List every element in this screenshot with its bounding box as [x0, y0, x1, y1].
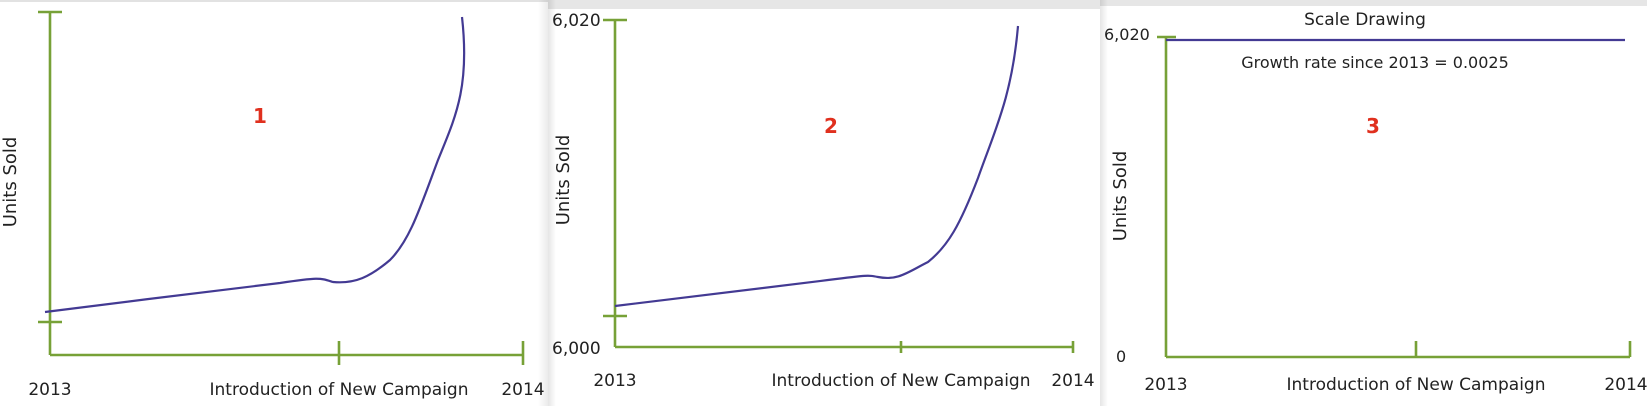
x-tick-label-middle: Introduction of New Campaign	[210, 380, 469, 400]
x-tick-label-end: 2014	[1604, 375, 1647, 395]
panel-top-border	[1100, 0, 1647, 6]
chart-number-marker: 2	[824, 114, 838, 138]
y-tick-label-bottom: 6,000	[552, 339, 601, 359]
x-tick-label-start: 2013	[1144, 375, 1187, 395]
line-series-units-sold	[44, 16, 466, 314]
panel-edge-shadow	[1100, 0, 1108, 406]
x-tick-label-start: 2013	[28, 380, 71, 400]
panel-edge-shadow	[548, 0, 556, 406]
panel-top-border	[0, 0, 548, 2]
y-tick-label-top: 6,020	[552, 11, 601, 31]
line-series-units-sold	[614, 25, 1020, 308]
chart-3-svg: Scale Drawing Growth rate since 2013 = 0…	[1104, 10, 1647, 395]
chart-number-marker: 3	[1366, 114, 1380, 138]
x-tick-label-end: 2014	[501, 380, 544, 400]
chart-panel-2: 2 Units Sold 6,020 6,000 2013 Introducti…	[548, 0, 1100, 406]
x-tick-label-middle: Introduction of New Campaign	[1287, 375, 1546, 395]
growth-rate-annotation: Growth rate since 2013 = 0.0025	[1241, 53, 1509, 72]
x-axis	[1166, 341, 1632, 359]
y-axis-label: Units Sold	[553, 135, 574, 226]
y-axis-label: Units Sold	[0, 137, 21, 228]
x-tick-label-middle: Introduction of New Campaign	[772, 371, 1031, 391]
chart-2-svg: 2 Units Sold 6,020 6,000 2013 Introducti…	[552, 11, 1095, 391]
chart-title: Scale Drawing	[1304, 10, 1426, 30]
y-axis	[603, 18, 627, 347]
x-axis	[50, 341, 525, 365]
x-tick-label-start: 2013	[593, 371, 636, 391]
chart-panel-3: Scale Drawing Growth rate since 2013 = 0…	[1100, 0, 1647, 406]
panel-edge-shadow	[538, 0, 548, 406]
panel-top-border	[548, 0, 1100, 9]
y-axis	[1157, 35, 1176, 357]
chart-panel-1: 1 Units Sold 2013 Introduction of New Ca…	[0, 0, 548, 406]
x-axis	[615, 341, 1075, 353]
x-tick-label-end: 2014	[1051, 371, 1094, 391]
y-axis	[38, 10, 62, 355]
y-tick-label-bottom: 0	[1116, 347, 1126, 366]
chart-number-marker: 1	[253, 104, 267, 128]
y-axis-label: Units Sold	[1110, 151, 1131, 242]
chart-1-svg: 1 Units Sold 2013 Introduction of New Ca…	[0, 10, 545, 400]
y-tick-label-top: 6,020	[1104, 25, 1150, 44]
